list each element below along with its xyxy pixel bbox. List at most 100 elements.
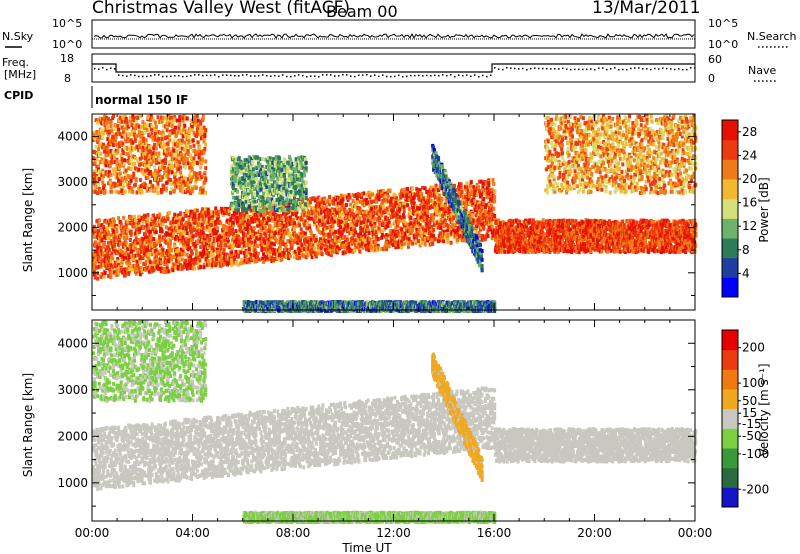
data-cell bbox=[247, 222, 251, 227]
data-cell bbox=[106, 146, 110, 151]
data-cell bbox=[487, 183, 491, 188]
data-cell bbox=[243, 258, 247, 263]
data-cell bbox=[169, 247, 173, 252]
data-cell bbox=[189, 144, 193, 149]
data-cell bbox=[208, 223, 212, 228]
data-cell bbox=[128, 216, 132, 221]
nave-point bbox=[478, 75, 480, 78]
data-cell bbox=[223, 231, 227, 236]
data-cell bbox=[119, 249, 123, 254]
data-cell bbox=[139, 266, 143, 271]
data-cell bbox=[156, 260, 160, 265]
data-cell bbox=[215, 235, 219, 240]
data-cell bbox=[125, 119, 129, 124]
data-cell bbox=[113, 260, 117, 265]
data-cell bbox=[253, 259, 257, 264]
data-cell bbox=[231, 246, 235, 251]
data-cell bbox=[273, 230, 277, 235]
data-cell bbox=[267, 218, 271, 223]
data-cell bbox=[284, 243, 288, 248]
data-cell bbox=[152, 237, 156, 242]
data-cell bbox=[112, 247, 116, 252]
data-cell bbox=[215, 256, 219, 261]
data-cell bbox=[167, 237, 171, 242]
data-cell bbox=[164, 157, 168, 162]
data-cell bbox=[161, 248, 165, 253]
data-cell bbox=[121, 231, 125, 236]
data-cell bbox=[139, 250, 143, 255]
data-cell bbox=[432, 228, 436, 233]
data-cell bbox=[140, 217, 144, 222]
data-cell bbox=[437, 193, 441, 198]
nave-point bbox=[114, 68, 116, 70]
data-cell bbox=[165, 264, 169, 269]
data-cell bbox=[449, 240, 453, 245]
data-cell bbox=[267, 233, 271, 238]
data-cell bbox=[216, 215, 220, 220]
nave-point bbox=[486, 75, 488, 78]
data-cell bbox=[486, 234, 490, 239]
data-cell bbox=[358, 249, 362, 254]
data-cell bbox=[174, 234, 178, 239]
data-cell bbox=[128, 261, 132, 266]
data-cell bbox=[107, 247, 111, 252]
data-cell bbox=[143, 123, 147, 128]
nsky-line bbox=[93, 33, 695, 40]
data-cell bbox=[189, 209, 193, 214]
data-cell bbox=[262, 236, 266, 241]
data-cell bbox=[345, 237, 349, 242]
data-cell bbox=[208, 237, 212, 242]
data-cell bbox=[192, 261, 196, 266]
nsearch-label: N.Search bbox=[747, 30, 797, 43]
data-cell bbox=[241, 237, 245, 242]
data-cell bbox=[406, 203, 410, 208]
data-cell bbox=[224, 208, 228, 213]
data-cell bbox=[143, 213, 147, 218]
data-cell bbox=[130, 248, 134, 253]
data-cell bbox=[94, 240, 98, 245]
data-cell bbox=[205, 227, 209, 232]
nave-point bbox=[458, 74, 460, 76]
data-cell bbox=[103, 218, 107, 223]
data-cell bbox=[258, 229, 262, 234]
data-cell bbox=[249, 252, 253, 257]
data-cell bbox=[143, 232, 147, 237]
data-cell bbox=[137, 220, 141, 225]
data-cell bbox=[207, 214, 211, 219]
data-cell bbox=[160, 237, 164, 242]
data-cell bbox=[124, 240, 128, 245]
data-cell bbox=[244, 248, 248, 253]
data-cell bbox=[199, 251, 203, 256]
nave-tick-top: 60 bbox=[708, 53, 722, 66]
data-cell bbox=[280, 216, 284, 221]
data-cell bbox=[185, 209, 189, 214]
data-cell bbox=[255, 258, 259, 263]
data-cell bbox=[492, 206, 496, 211]
data-cell bbox=[142, 261, 146, 266]
data-cell bbox=[137, 238, 141, 243]
data-cell bbox=[267, 237, 271, 242]
data-cell bbox=[207, 217, 211, 222]
data-cell bbox=[256, 236, 260, 241]
nave-point bbox=[274, 74, 276, 77]
data-cell bbox=[138, 252, 142, 257]
data-cell bbox=[218, 234, 222, 239]
data-cell bbox=[388, 188, 392, 193]
data-cell bbox=[271, 228, 275, 233]
nave-point bbox=[246, 74, 248, 76]
nave-point bbox=[586, 68, 588, 71]
data-cell bbox=[252, 253, 256, 258]
data-cell bbox=[194, 244, 198, 249]
nave-point bbox=[110, 67, 112, 69]
data-cell bbox=[299, 227, 303, 232]
data-cell bbox=[153, 165, 157, 170]
nave-point bbox=[166, 75, 168, 78]
data-cell bbox=[133, 214, 137, 219]
data-cell bbox=[402, 204, 406, 209]
data-cell bbox=[127, 258, 131, 263]
data-cell bbox=[181, 235, 185, 240]
data-cell bbox=[141, 240, 145, 245]
nave-point bbox=[418, 74, 420, 77]
data-cell bbox=[101, 135, 105, 140]
data-cell bbox=[158, 251, 162, 256]
